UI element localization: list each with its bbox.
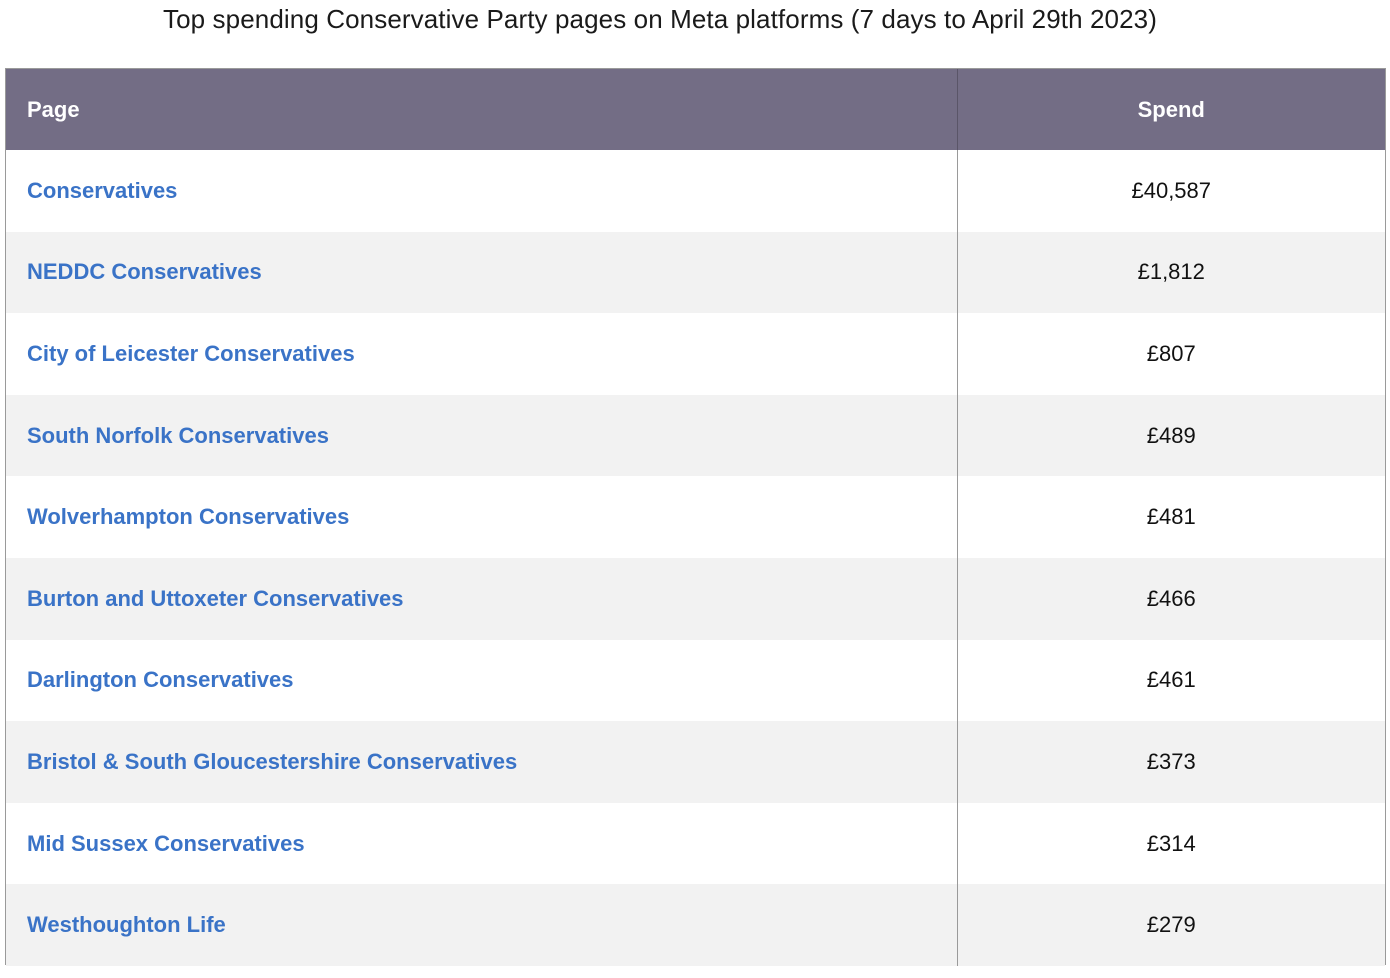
page-cell: Conservatives [6,150,958,232]
page-link[interactable]: Darlington Conservatives [27,667,294,693]
page-link[interactable]: Wolverhampton Conservatives [27,504,350,530]
page-link[interactable]: Westhoughton Life [27,912,226,938]
page-link[interactable]: Mid Sussex Conservatives [27,830,305,856]
spend-cell: £373 [1146,748,1196,774]
spending-table-container: Page Spend Conservatives £40,587 NEDDC Con… [5,68,1386,966]
spend-cell: £1,812 [1137,259,1205,285]
table-row: City of Leicester Conservatives £807 [6,313,1385,395]
spend-cell: £314 [1146,830,1196,856]
column-header-spend[interactable]: Spend [1137,96,1205,122]
page-cell: City of Leicester Conservatives [6,313,958,395]
table-row: South Norfolk Conservatives £489 [6,394,1385,477]
table-row: Darlington Conservatives £461 [6,639,1385,722]
spend-cell: £489 [1146,422,1196,448]
table-title: Top spending Conservative Party pages on… [163,4,1157,34]
column-header-page[interactable]: Page [6,69,958,150]
spend-cell: £807 [1146,340,1196,366]
spend-cell: £461 [1146,667,1196,693]
table-body: Conservatives £40,587 NEDDC Conservatives £… [6,150,1385,966]
page-cell: Darlington Conservatives [6,639,958,722]
table-row: Mid Sussex Conservatives £314 [6,802,1385,885]
page-cell: NEDDC Conservatives [6,231,958,314]
page-link[interactable]: NEDDC Conservatives [27,259,262,285]
spend-cell: £279 [1146,912,1196,938]
spend-cell: £466 [1146,585,1196,611]
table-header: Page Spend [6,69,1385,150]
page-link[interactable]: City of Leicester Conservatives [27,340,355,366]
table-row: Westhoughton Life £279 [6,884,1385,966]
page-cell: Mid Sussex Conservatives [6,802,958,885]
page-link[interactable]: Bristol & South Gloucestershire Conserva… [27,748,518,774]
spending-table: Page Spend Conservatives £40,587 NEDDC Con… [6,69,1385,966]
page-link[interactable]: Burton and Uttoxeter Conservatives [27,585,404,611]
page-cell: South Norfolk Conservatives [6,394,958,477]
table-row: Conservatives £40,587 [6,150,1385,232]
table-row: NEDDC Conservatives £1,812 [6,231,1385,314]
page-cell: Burton and Uttoxeter Conservatives [6,557,958,640]
spend-cell: £40,587 [1131,177,1212,203]
table-row: Burton and Uttoxeter Conservatives £466 [6,557,1385,640]
header-row: Page Spend [6,69,1385,150]
page-link[interactable]: South Norfolk Conservatives [27,422,329,448]
page-cell: Bristol & South Gloucestershire Conserva… [6,721,958,803]
spend-cell: £481 [1146,504,1196,530]
table-row: Wolverhampton Conservatives £481 [6,476,1385,558]
page-cell: Wolverhampton Conservatives [6,476,958,558]
table-row: Bristol & South Gloucestershire Conserva… [6,721,1385,803]
page-link[interactable]: Conservatives [27,177,178,203]
page-cell: Westhoughton Life [6,884,958,966]
